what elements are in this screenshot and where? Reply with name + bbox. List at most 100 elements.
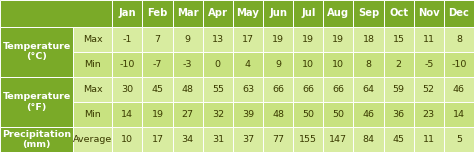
Text: 10: 10 [332,60,345,69]
Text: 18: 18 [363,35,374,44]
Bar [444,77,474,102]
Bar [203,102,233,127]
Text: 66: 66 [302,85,314,94]
Bar [444,52,474,77]
Text: 9: 9 [185,35,191,44]
Text: Precipitation
(mm): Precipitation (mm) [2,130,71,149]
Text: 66: 66 [272,85,284,94]
Text: -1: -1 [123,35,132,44]
Text: 19: 19 [302,35,314,44]
Text: 14: 14 [121,110,133,119]
Text: 59: 59 [392,85,405,94]
Text: 23: 23 [423,110,435,119]
Bar [143,0,173,27]
Bar [173,27,203,52]
Text: 17: 17 [152,135,164,144]
Bar [383,0,414,27]
Bar [263,27,293,52]
Text: Dec: Dec [448,8,469,18]
Text: Jan: Jan [118,8,136,18]
Bar [203,27,233,52]
Text: Apr: Apr [208,8,228,18]
Text: -10: -10 [451,60,466,69]
Text: 4: 4 [245,60,251,69]
Text: 45: 45 [392,135,405,144]
Bar [143,77,173,102]
Bar [173,52,203,77]
Text: Sep: Sep [358,8,379,18]
Text: Jun: Jun [269,8,287,18]
Text: 17: 17 [242,35,254,44]
Text: 155: 155 [299,135,317,144]
Bar [263,0,293,27]
Bar [112,0,143,27]
Text: Min: Min [84,60,101,69]
Bar [293,52,323,77]
Bar [112,127,143,152]
Text: -3: -3 [183,60,192,69]
Text: Feb: Feb [147,8,168,18]
Text: Oct: Oct [389,8,408,18]
Text: Temperature
(°F): Temperature (°F) [3,92,71,112]
Text: 9: 9 [275,60,281,69]
Text: 48: 48 [272,110,284,119]
Text: Temperature
(°C): Temperature (°C) [3,42,71,61]
Bar [323,27,354,52]
Text: Average: Average [73,135,112,144]
Bar [233,102,263,127]
Bar [173,0,203,27]
Text: 11: 11 [423,135,435,144]
Text: Min: Min [84,110,101,119]
Bar [444,102,474,127]
Bar [354,52,383,77]
Bar [233,52,263,77]
Text: 11: 11 [423,35,435,44]
Bar [354,0,383,27]
Bar [0,0,112,27]
Bar [293,27,323,52]
Bar [143,52,173,77]
Bar [323,102,354,127]
Bar [173,77,203,102]
Text: 48: 48 [182,85,194,94]
Text: Max: Max [83,35,103,44]
Bar [414,27,444,52]
Bar [73,102,112,127]
Bar [444,0,474,27]
Text: Mar: Mar [177,8,199,18]
Bar [143,127,173,152]
Bar [0,127,73,152]
Bar [0,77,73,127]
Bar [263,77,293,102]
Text: Jul: Jul [301,8,315,18]
Text: 30: 30 [121,85,134,94]
Bar [263,127,293,152]
Text: 63: 63 [242,85,254,94]
Text: 50: 50 [302,110,314,119]
Bar [173,127,203,152]
Text: 37: 37 [242,135,254,144]
Text: 2: 2 [396,60,401,69]
Bar [112,102,143,127]
Bar [354,27,383,52]
Text: 84: 84 [363,135,374,144]
Bar [203,52,233,77]
Text: 50: 50 [332,110,345,119]
Text: 0: 0 [215,60,221,69]
Bar [293,77,323,102]
Bar [73,77,112,102]
Text: Max: Max [83,85,103,94]
Text: 39: 39 [242,110,254,119]
Text: 45: 45 [152,85,164,94]
Bar [203,0,233,27]
Text: 10: 10 [302,60,314,69]
Text: Aug: Aug [328,8,349,18]
Bar [414,127,444,152]
Text: -7: -7 [153,60,162,69]
Bar [233,127,263,152]
Bar [73,127,112,152]
Bar [73,52,112,77]
Bar [112,27,143,52]
Text: 27: 27 [182,110,194,119]
Bar [383,52,414,77]
